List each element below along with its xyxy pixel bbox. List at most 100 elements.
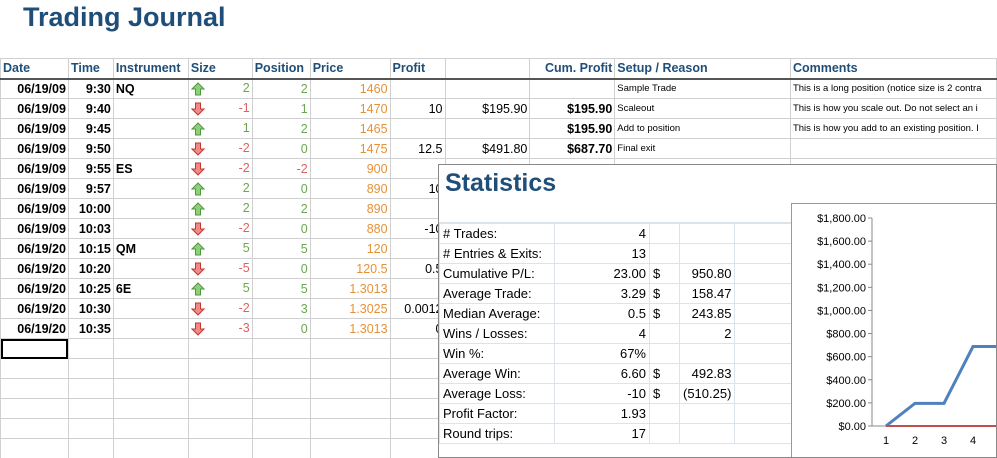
- empty-cell[interactable]: [251, 418, 311, 439]
- cell-time[interactable]: 9:45: [67, 118, 114, 139]
- cell-profit[interactable]: -10: [389, 218, 446, 239]
- stat-amount[interactable]: 243.85: [678, 303, 736, 324]
- cell-price[interactable]: 890: [309, 178, 391, 199]
- empty-cell[interactable]: [389, 438, 446, 458]
- cell-position[interactable]: 2: [251, 78, 311, 99]
- stat-label[interactable]: Round trips:: [439, 423, 555, 444]
- cell-instrument[interactable]: [112, 318, 189, 339]
- cell-price[interactable]: 120.5: [309, 258, 391, 279]
- cell-profit[interactable]: 0.0012: [389, 298, 446, 319]
- stat-currency[interactable]: [649, 343, 680, 364]
- stat-value[interactable]: 13: [554, 243, 650, 264]
- empty-cell[interactable]: [187, 438, 253, 458]
- empty-cell[interactable]: [187, 358, 253, 379]
- cell-position[interactable]: 0: [251, 218, 311, 239]
- cell-time[interactable]: 10:20: [67, 258, 114, 279]
- cell-date[interactable]: 06/19/09: [0, 78, 69, 99]
- stat-label[interactable]: Average Win:: [439, 363, 555, 384]
- stat-currency[interactable]: [649, 403, 680, 424]
- empty-cell[interactable]: [251, 338, 311, 359]
- cell-time[interactable]: 9:50: [67, 138, 114, 159]
- stat-currency[interactable]: $: [649, 303, 680, 324]
- empty-cell[interactable]: [0, 378, 69, 399]
- stat-spacer[interactable]: [734, 283, 796, 304]
- cell-price[interactable]: 880: [309, 218, 391, 239]
- cell-position[interactable]: 0: [251, 178, 311, 199]
- stat-value[interactable]: 0.5: [554, 303, 650, 324]
- cell-cum[interactable]: $195.90: [529, 118, 616, 139]
- cell-instrument[interactable]: [112, 298, 189, 319]
- cell-profit[interactable]: [389, 198, 446, 219]
- empty-cell[interactable]: [67, 418, 114, 439]
- cell-size[interactable]: 5: [187, 238, 253, 259]
- cell-date[interactable]: 06/19/20: [0, 238, 69, 259]
- empty-cell[interactable]: [389, 358, 446, 379]
- cell-instrument[interactable]: NQ: [112, 78, 189, 99]
- cell-profit[interactable]: [389, 238, 446, 259]
- empty-cell[interactable]: [251, 378, 311, 399]
- cell-setup[interactable]: Final exit: [614, 138, 791, 159]
- cell-instrument[interactable]: [112, 98, 189, 119]
- cell-date[interactable]: 06/19/09: [0, 218, 69, 239]
- empty-cell[interactable]: [251, 438, 311, 458]
- cell-profit[interactable]: 0: [389, 318, 446, 339]
- cell-position[interactable]: 2: [251, 118, 311, 139]
- cell-cum[interactable]: [529, 78, 616, 99]
- cell-instrument[interactable]: ES: [112, 158, 189, 179]
- cell-cum[interactable]: $687.70: [529, 138, 616, 159]
- empty-cell[interactable]: [187, 338, 253, 359]
- cell-size[interactable]: -2: [187, 158, 253, 179]
- empty-cell[interactable]: [0, 398, 69, 419]
- stat-label[interactable]: Cumulative P/L:: [439, 263, 555, 284]
- cell-price[interactable]: 120: [309, 238, 391, 259]
- cell-time[interactable]: 10:25: [67, 278, 114, 299]
- cell-size[interactable]: -1: [187, 98, 253, 119]
- stat-spacer[interactable]: [734, 303, 796, 324]
- cell-time[interactable]: 9:55: [67, 158, 114, 179]
- cumulative-profit-chart[interactable]: $1,800.00 $1,600.00 $1,400.00 $1,200.00 $1,0…: [791, 203, 996, 457]
- cell-profit[interactable]: [389, 78, 446, 99]
- cell-profit-usd[interactable]: $491.80: [444, 138, 531, 159]
- cell-instrument[interactable]: [112, 258, 189, 279]
- cell-time[interactable]: 9:30: [67, 78, 114, 99]
- stat-amount[interactable]: [678, 423, 736, 444]
- cell-size[interactable]: -5: [187, 258, 253, 279]
- cell-position[interactable]: 2: [251, 198, 311, 219]
- cell-size[interactable]: 5: [187, 278, 253, 299]
- cell-date[interactable]: 06/19/09: [0, 138, 69, 159]
- empty-cell[interactable]: [0, 358, 69, 379]
- stat-value[interactable]: 3.29: [554, 283, 650, 304]
- cell-size[interactable]: 2: [187, 178, 253, 199]
- stat-spacer[interactable]: [734, 423, 796, 444]
- empty-cell[interactable]: [0, 438, 69, 458]
- journal-row[interactable]: 06/19/09 9:50 -2 0 1475 12.5 $491.80 $687.70 Fin…: [0, 138, 997, 159]
- empty-cell[interactable]: [67, 378, 114, 399]
- empty-cell[interactable]: [389, 378, 446, 399]
- empty-cell[interactable]: [112, 398, 189, 419]
- spreadsheet-grid[interactable]: Date Time Instrument Size Position Price…: [0, 58, 997, 458]
- empty-cell[interactable]: [309, 378, 391, 399]
- cell-profit[interactable]: 12.5: [389, 138, 446, 159]
- empty-cell[interactable]: [67, 358, 114, 379]
- stat-amount[interactable]: [678, 343, 736, 364]
- empty-cell[interactable]: [112, 378, 189, 399]
- stat-value[interactable]: 1.93: [554, 403, 650, 424]
- stat-spacer[interactable]: [734, 363, 796, 384]
- cell-size[interactable]: -3: [187, 318, 253, 339]
- empty-cell[interactable]: [309, 398, 391, 419]
- empty-cell[interactable]: [309, 358, 391, 379]
- stat-currency[interactable]: [649, 423, 680, 444]
- cell-setup[interactable]: Scaleout: [614, 98, 791, 119]
- cell-size[interactable]: 1: [187, 118, 253, 139]
- cell-setup[interactable]: Add to position: [614, 118, 791, 139]
- cell-instrument[interactable]: QM: [112, 238, 189, 259]
- cell-profit[interactable]: 0.5: [389, 258, 446, 279]
- stat-value[interactable]: 4: [554, 323, 650, 344]
- stat-amount[interactable]: [678, 243, 736, 264]
- journal-row[interactable]: 06/19/09 9:30 NQ 2 2 1460 Sample Trade This is …: [0, 78, 997, 99]
- cell-position[interactable]: 0: [251, 138, 311, 159]
- stat-currency[interactable]: $: [649, 263, 680, 284]
- stat-spacer[interactable]: [734, 403, 796, 424]
- cell-comment[interactable]: This is how you add to an existing posit…: [789, 118, 997, 139]
- cell-setup[interactable]: Sample Trade: [614, 78, 791, 99]
